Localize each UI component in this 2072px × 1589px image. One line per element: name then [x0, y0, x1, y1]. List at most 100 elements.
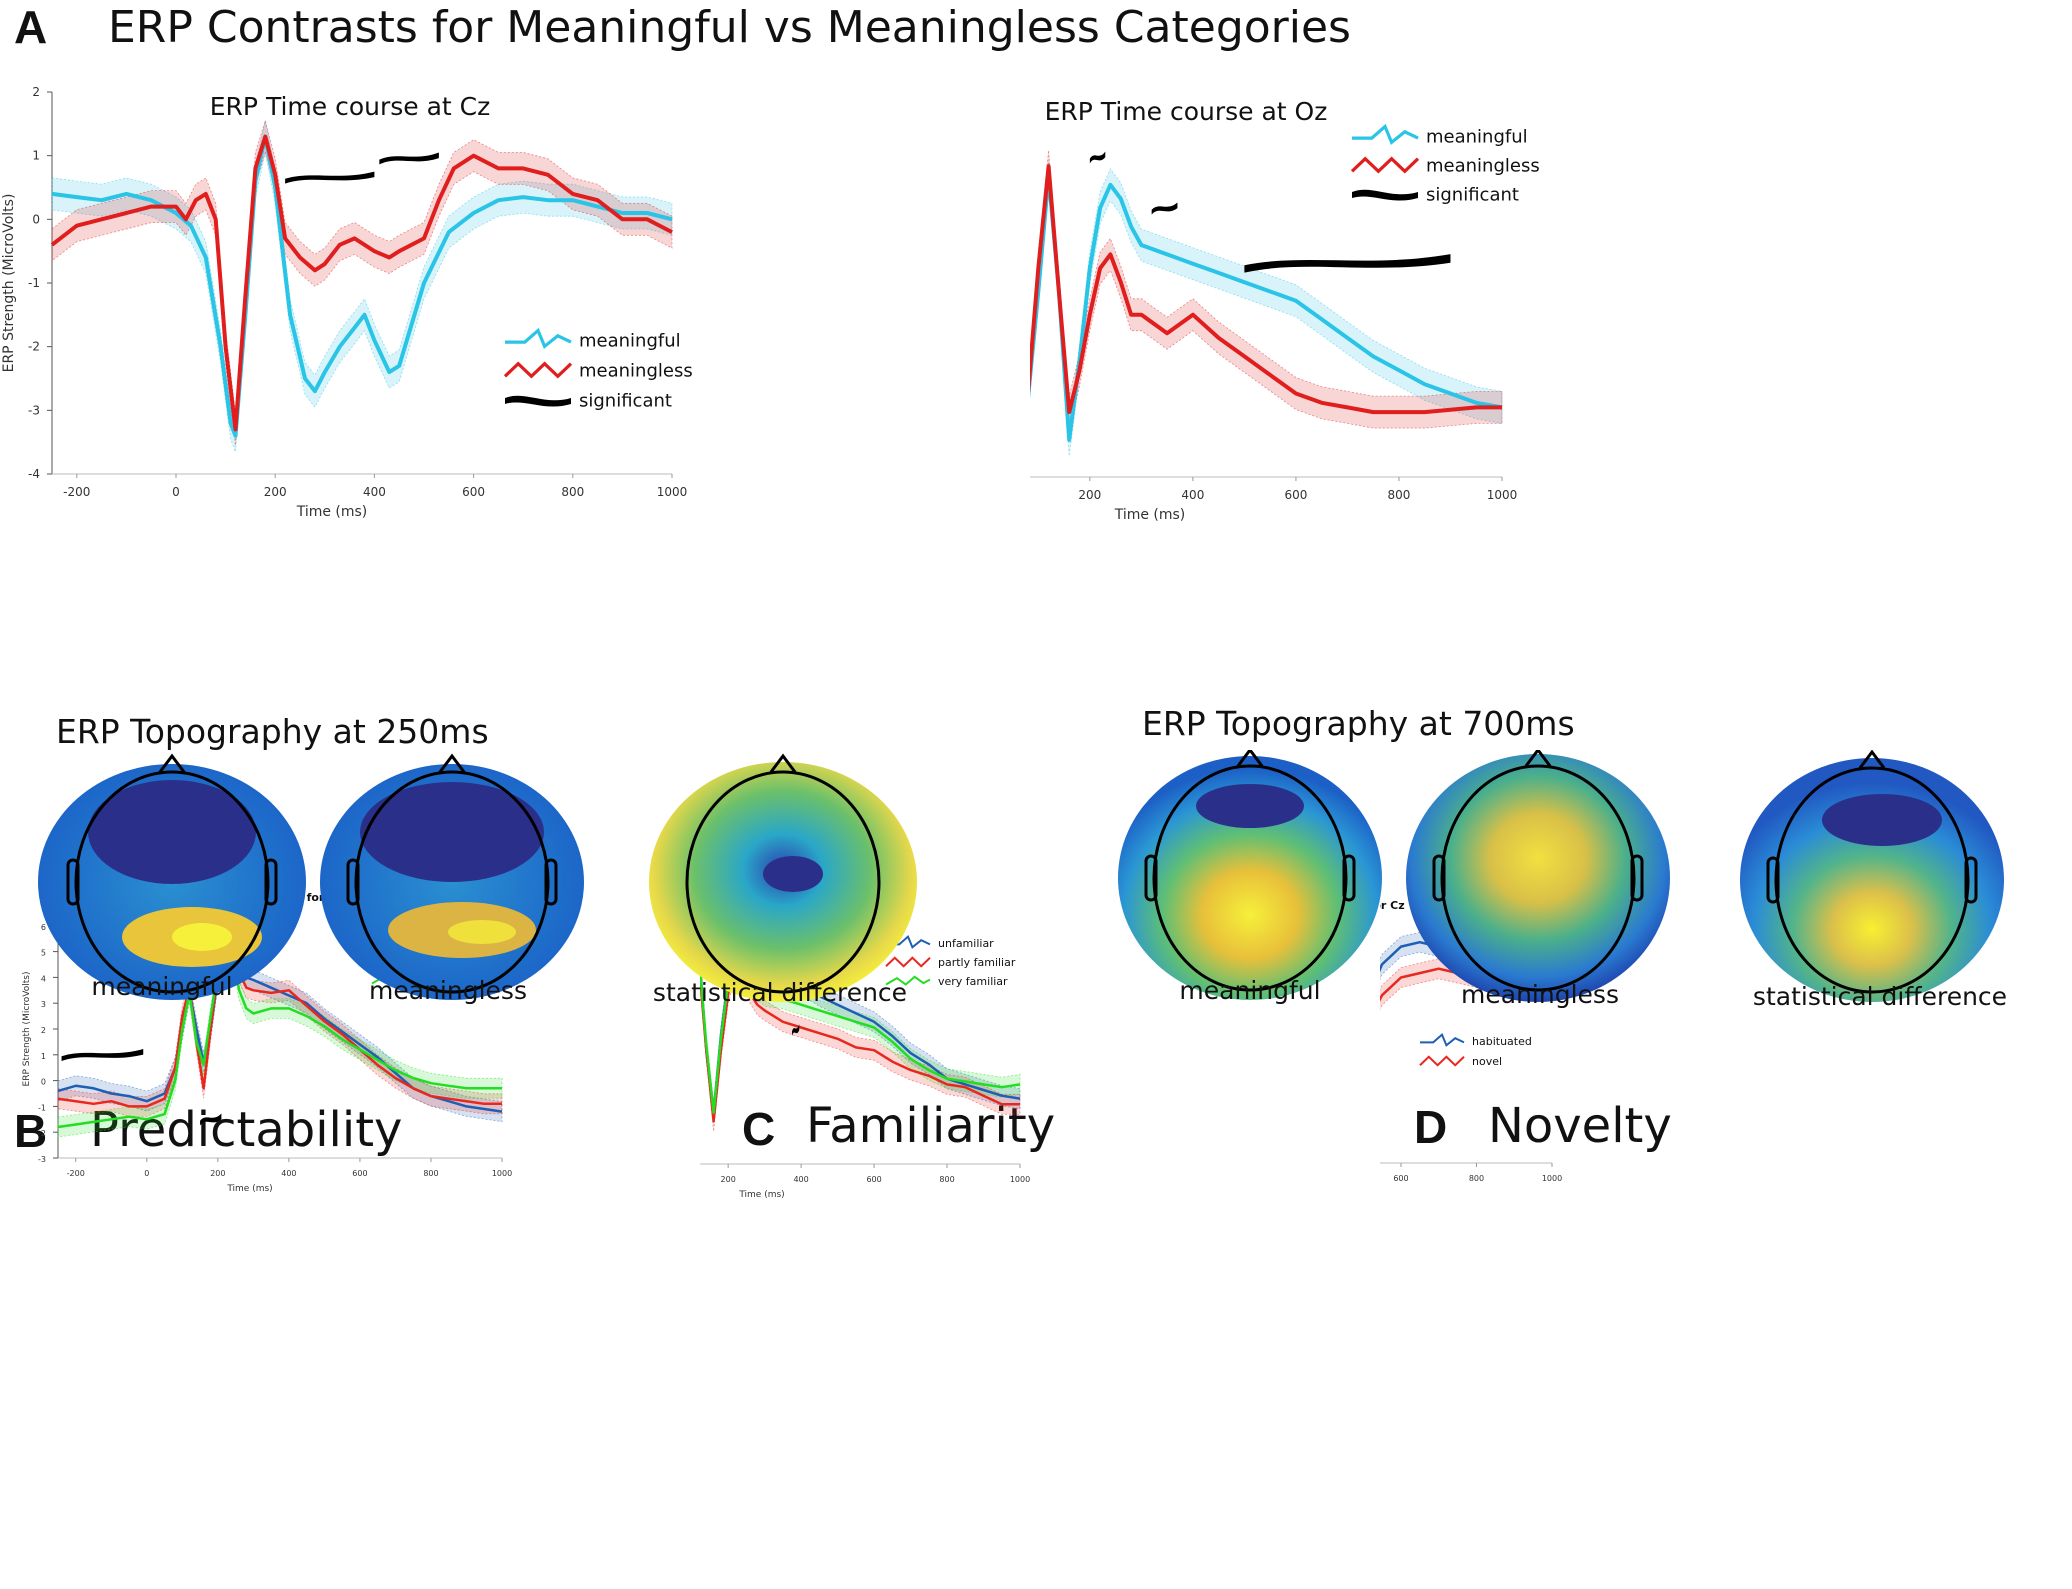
legend-line-glyph — [503, 361, 573, 379]
legend-label: significant — [579, 390, 672, 411]
significance-marker — [1089, 151, 1106, 164]
topomap-meaningless-250ms — [320, 753, 584, 1000]
significance-marker — [285, 171, 375, 184]
x-tick-label: 600 — [352, 1169, 367, 1178]
legend: unfamiliar partly familiar very familiar — [885, 934, 1016, 988]
topography-maps — [38, 750, 2004, 1002]
series-line-meaningful — [51, 134, 673, 438]
panel-d-letter: D — [1414, 1101, 1448, 1153]
x-tick-label: 800 — [423, 1169, 438, 1178]
topomap-meaningless-700ms — [1406, 750, 1670, 1002]
topo-right-title: ERP Topography at 700ms — [1142, 704, 1575, 743]
significance-marker — [379, 152, 439, 165]
legend-label: meaningless — [579, 360, 693, 381]
y-tick-label: 2 — [32, 85, 40, 99]
topomap-statistical-difference-250ms — [649, 753, 917, 1002]
legend-label: meaningful — [1426, 126, 1528, 147]
x-tick-label: -200 — [63, 485, 90, 499]
legend-label: partly familiar — [938, 956, 1016, 969]
chart-cz-wrapper: -4 -3 -2 -1 0 1 2 -200 0 200 400 600 800 1000 Time (ms… — [0, 80, 940, 704]
x-tick-label: 1000 — [1010, 1175, 1030, 1184]
topo-left-title: ERP Topography at 250ms — [56, 712, 489, 751]
x-tick-label: 800 — [1388, 488, 1411, 502]
significance-marker — [61, 1049, 144, 1062]
legend-line-glyph — [1350, 156, 1420, 174]
legend-line-glyph — [885, 956, 931, 968]
panel-a-title: ERP Contrasts for Meaningful vs Meaningl… — [108, 2, 1351, 53]
legend-label: habituated — [1472, 1035, 1532, 1048]
x-tick-label: 1000 — [1487, 488, 1518, 502]
x-axis-label: Time (ms) — [296, 504, 368, 520]
legend-label: significant — [1426, 184, 1519, 205]
x-tick-label: 0 — [144, 1169, 149, 1178]
x-tick-label: 600 — [1393, 1174, 1408, 1183]
legend-label: meaningless — [1426, 155, 1540, 176]
x-tick-label: 600 — [866, 1175, 881, 1184]
topo-caption-meaningful-700ms: meaningful — [1179, 976, 1321, 1005]
significance-marker — [200, 1113, 222, 1126]
x-tick-label: -200 — [67, 1169, 85, 1178]
x-tick-label: 200 — [210, 1169, 225, 1178]
x-tick-label: 400 — [281, 1169, 296, 1178]
topo-caption-meaningless-250ms: meaningless — [369, 976, 527, 1005]
topomap-meaningful-250ms — [38, 753, 306, 1000]
y-tick-label: -2 — [28, 340, 40, 354]
y-tick-label: 3 — [41, 1000, 46, 1009]
x-tick-label: 400 — [793, 1175, 808, 1184]
x-tick-label: 200 — [264, 485, 287, 499]
y-tick-label: 6 — [41, 923, 46, 932]
legend-label: very familiar — [938, 975, 1008, 988]
y-tick-label: 1 — [41, 1052, 46, 1061]
y-tick-label: 1 — [32, 149, 40, 163]
legend: habituated novel — [1419, 1032, 1532, 1068]
legend-significant-glyph — [505, 395, 571, 407]
legend: meaningful meaningless significant — [503, 327, 693, 411]
erp-chart-cz: -4 -3 -2 -1 0 1 2 -200 0 200 400 600 800 1000 Time (ms… — [1, 85, 693, 520]
x-tick-label: 1000 — [657, 485, 688, 499]
chart-title: ERP Time course at Oz — [1045, 97, 1328, 126]
x-axis-label: Time (ms) — [226, 1184, 272, 1194]
legend: meaningful meaningless significant — [1350, 123, 1540, 205]
topo-caption-difference-250ms: statistical difference — [652, 978, 908, 1007]
significance-marker — [1244, 254, 1451, 273]
error-band-edge-image — [57, 935, 503, 1138]
x-tick-label: 800 — [939, 1175, 954, 1184]
topo-caption-difference-700ms: statistical difference — [1752, 982, 2008, 1011]
series-line-meaningless — [50, 134, 673, 432]
legend-line-glyph — [1420, 1032, 1465, 1047]
x-tick-label: 800 — [1469, 1174, 1484, 1183]
panel-c-letter: C — [742, 1103, 776, 1155]
x-tick-label: 200 — [1078, 488, 1101, 502]
legend-line-glyph — [885, 975, 931, 986]
x-tick-label: 400 — [363, 485, 386, 499]
topomap-meaningful-700ms — [1118, 750, 1382, 1000]
legend-line-glyph — [1352, 123, 1419, 145]
x-tick-label: 400 — [1181, 488, 1204, 502]
y-tick-label: -3 — [38, 1155, 46, 1164]
panel-b-letter: B — [14, 1105, 48, 1157]
y-tick-label: -4 — [28, 467, 40, 481]
chart-title: ERP Time course at Cz — [210, 92, 490, 121]
panel-b-title: Predictability — [90, 1102, 403, 1158]
x-tick-label: 1000 — [492, 1169, 512, 1178]
y-tick-label: 2 — [41, 1026, 46, 1035]
legend-significant-glyph — [1352, 189, 1418, 201]
x-tick-label: 600 — [1284, 488, 1307, 502]
significance-marker — [1151, 202, 1178, 215]
x-tick-label: 200 — [721, 1175, 736, 1184]
legend-line-glyph — [505, 327, 572, 349]
y-tick-label: -2 — [38, 1129, 46, 1138]
panel-a-letter: A — [14, 1, 48, 53]
y-tick-label: 4 — [41, 974, 46, 983]
legend-line-glyph — [1419, 1055, 1465, 1067]
y-tick-label: -1 — [28, 276, 40, 290]
x-axis-label: Time (ms) — [738, 1190, 784, 1200]
y-tick-label: -1 — [38, 1103, 46, 1112]
topomap-statistical-difference-700ms — [1740, 750, 2004, 1002]
x-tick-label: 600 — [462, 485, 485, 499]
x-tick-label: 1000 — [1542, 1174, 1562, 1183]
y-axis-label: ERP Strength (MicroVolts) — [22, 972, 32, 1087]
x-axis-label: Time (ms) — [1114, 507, 1186, 523]
significance-marker — [792, 1024, 800, 1037]
